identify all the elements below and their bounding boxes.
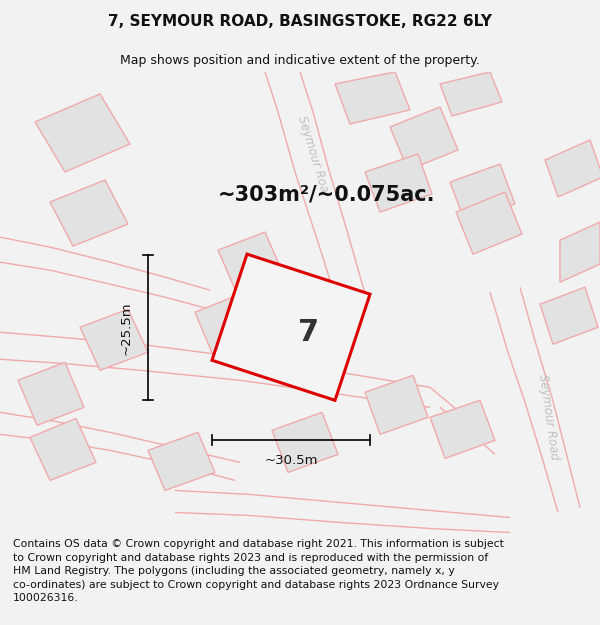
- Polygon shape: [35, 94, 130, 172]
- Text: ~303m²/~0.075ac.: ~303m²/~0.075ac.: [218, 184, 436, 204]
- Text: 7, SEYMOUR ROAD, BASINGSTOKE, RG22 6LY: 7, SEYMOUR ROAD, BASINGSTOKE, RG22 6LY: [108, 14, 492, 29]
- Polygon shape: [365, 375, 428, 434]
- Polygon shape: [545, 140, 600, 197]
- Polygon shape: [212, 254, 370, 401]
- Polygon shape: [30, 418, 96, 481]
- Polygon shape: [440, 72, 502, 116]
- Text: ~30.5m: ~30.5m: [264, 454, 318, 467]
- Polygon shape: [260, 279, 326, 342]
- Polygon shape: [430, 401, 495, 458]
- Polygon shape: [560, 222, 600, 282]
- Polygon shape: [390, 107, 458, 170]
- Polygon shape: [218, 232, 285, 296]
- Polygon shape: [335, 72, 410, 124]
- Text: Seymour Road: Seymour Road: [536, 374, 560, 461]
- Polygon shape: [148, 432, 215, 491]
- Polygon shape: [450, 164, 515, 222]
- Polygon shape: [50, 180, 128, 246]
- Polygon shape: [272, 412, 338, 472]
- Text: 7: 7: [298, 318, 320, 347]
- Polygon shape: [80, 309, 148, 370]
- Polygon shape: [195, 294, 258, 355]
- Polygon shape: [365, 154, 432, 212]
- Text: Map shows position and indicative extent of the property.: Map shows position and indicative extent…: [120, 54, 480, 67]
- Polygon shape: [456, 192, 522, 254]
- Polygon shape: [18, 362, 84, 426]
- Text: Seymour Roa: Seymour Roa: [295, 114, 331, 194]
- Text: Contains OS data © Crown copyright and database right 2021. This information is : Contains OS data © Crown copyright and d…: [13, 539, 504, 603]
- Text: ~25.5m: ~25.5m: [119, 301, 133, 354]
- Polygon shape: [540, 287, 598, 344]
